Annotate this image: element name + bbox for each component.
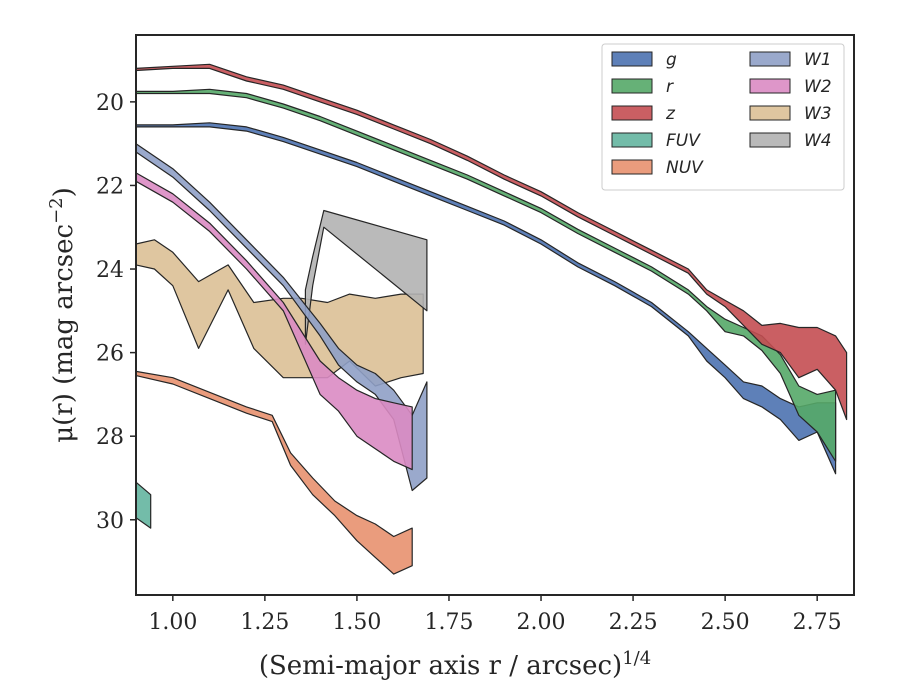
- y-tick-label: 26: [96, 342, 124, 367]
- series-band-nuv: [135, 370, 413, 575]
- x-tick-label: 2.25: [609, 610, 658, 635]
- legend-swatch-w1: [749, 51, 791, 67]
- series-band-w4: [304, 209, 428, 345]
- legend-swatch-g: [611, 51, 653, 67]
- y-tick-label: 22: [96, 174, 124, 199]
- series-band-r: [135, 88, 837, 462]
- series-band-z: [135, 63, 848, 421]
- series-band-w3: [135, 239, 424, 387]
- plot-frame: [135, 34, 855, 596]
- legend: grz FUV NUV W1 W2 W3 W4: [601, 43, 845, 191]
- legend-label-w3: W3: [804, 104, 832, 124]
- legend-swatch-nuv: [611, 159, 653, 175]
- legend-label-nuv: NUV: [666, 158, 704, 178]
- x-tick-label: 2.50: [701, 610, 750, 635]
- x-tick-label: 1.25: [240, 610, 289, 635]
- legend-swatch-z: [611, 105, 653, 121]
- series-band-w1: [135, 143, 428, 492]
- y-tick-label: 30: [96, 509, 124, 534]
- legend-label-g: g: [666, 50, 677, 70]
- legend-swatch-fuv: [611, 132, 653, 148]
- x-axis-title: (Semi-major axis r / arcsec)1/4: [259, 648, 651, 681]
- legend-swatch-w2: [749, 78, 791, 94]
- y-axis-title: μ(r) (mag arcsec−2): [46, 187, 79, 443]
- x-tick-label: 1.50: [332, 610, 381, 635]
- legend-label-w4: W4: [804, 131, 832, 151]
- y-tick-label: 20: [96, 91, 124, 116]
- axis-ticks: 1.00 1.25 1.50 1.75 2.00 2.25 2.50 2.75 20 22 24 26…: [96, 91, 842, 635]
- legend-label-w1: W1: [804, 50, 832, 70]
- legend-swatch-r: [611, 78, 653, 94]
- legend-label-r: r: [666, 77, 674, 97]
- x-tick-label: 1.75: [424, 610, 473, 635]
- x-tick-label: 2.00: [517, 610, 566, 635]
- legend-label-w2: W2: [804, 77, 832, 97]
- legend-swatch-w3: [749, 105, 791, 121]
- legend-label-z: z: [665, 104, 676, 124]
- legend-swatch-w4: [749, 132, 791, 148]
- x-tick-label: 1.00: [148, 610, 197, 635]
- series-band-w2: [135, 172, 413, 471]
- series-band-g: [135, 122, 837, 475]
- series-areas: [135, 63, 848, 575]
- y-tick-label: 28: [96, 425, 124, 450]
- legend-label-fuv: FUV: [666, 131, 701, 151]
- x-tick-label: 2.75: [793, 610, 842, 635]
- y-tick-label: 24: [96, 258, 124, 283]
